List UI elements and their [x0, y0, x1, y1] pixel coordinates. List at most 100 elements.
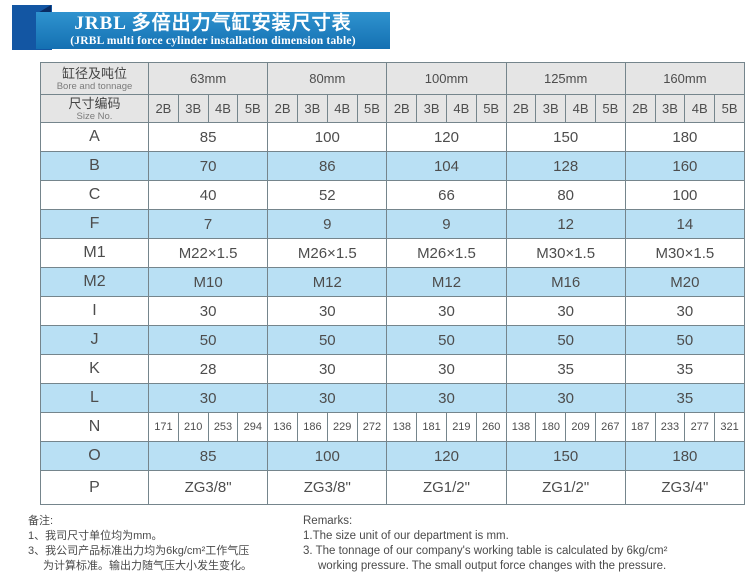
header-sub-125mm-4B: 4B: [565, 94, 596, 123]
cell-C-80mm: 52: [267, 180, 388, 210]
note-line: 为计算标准。输出力随气压大小发生变化。: [43, 560, 252, 572]
cell-M2-63mm: M10: [147, 267, 269, 297]
header-group-63mm: 63mm: [147, 62, 269, 95]
cell-N-63mm-5B: 294: [237, 412, 269, 442]
cell-A-63mm: 85: [147, 122, 269, 152]
cell-C-125mm: 80: [505, 180, 626, 210]
header-size-no: 尺寸编码 Size No.: [40, 94, 149, 123]
cell-B-125mm: 128: [505, 151, 626, 181]
cell-A-80mm: 100: [267, 122, 388, 152]
cell-N-80mm-3B: 186: [296, 412, 328, 442]
note-line: 1、我司尺寸单位均为mm。: [28, 530, 163, 542]
note-line: 3. The tonnage of our company's working …: [303, 545, 668, 557]
header-group-100mm: 100mm: [386, 62, 507, 95]
header-sub-63mm-4B: 4B: [207, 94, 239, 123]
cell-K-125mm: 35: [505, 354, 626, 384]
cell-L-160mm: 35: [624, 383, 746, 413]
cell-C-63mm: 40: [147, 180, 269, 210]
header-sub-160mm-4B: 4B: [684, 94, 716, 123]
row-label-C: C: [40, 180, 149, 210]
table-row-J: J 50 50 50 50 50: [40, 325, 746, 355]
row-label-O: O: [40, 441, 149, 471]
header-bore-tonnage: 缸径及吨位 Bore and tonnage: [40, 62, 149, 95]
cell-N-63mm-2B: 171: [148, 412, 179, 442]
cell-M1-160mm: M30×1.5: [624, 238, 746, 268]
cell-F-160mm: 14: [624, 209, 746, 239]
cell-N-160mm-5B: 321: [714, 412, 745, 442]
cell-O-125mm: 150: [505, 441, 626, 471]
cell-P-80mm: ZG3/8": [267, 470, 388, 505]
note-line: working pressure. The small output force…: [318, 560, 667, 572]
notes-en-heading: Remarks:: [303, 515, 353, 527]
header-sub-80mm-2B: 2B: [267, 94, 298, 123]
header-sub-100mm-3B: 3B: [416, 94, 447, 123]
header-group-160mm: 160mm: [624, 62, 746, 95]
header-sizeno-en: Size No.: [76, 110, 113, 122]
header-sub-100mm-2B: 2B: [386, 94, 418, 123]
cell-M1-125mm: M30×1.5: [505, 238, 626, 268]
header-group-80mm: 80mm: [267, 62, 388, 95]
cell-N-100mm-5B: 260: [475, 412, 507, 442]
table-row-F: F 7 9 9 12 14: [40, 209, 746, 239]
row-label-J: J: [40, 325, 149, 355]
row-label-I: I: [40, 296, 149, 326]
cell-O-100mm: 120: [386, 441, 507, 471]
cell-J-100mm: 50: [386, 325, 507, 355]
table-row-K: K 28 30 30 35 35: [40, 354, 746, 384]
table-row-B: B 70 86 104 128 160: [40, 151, 746, 181]
cell-P-160mm: ZG3/4": [624, 470, 746, 505]
cell-N-80mm-5B: 272: [356, 412, 388, 442]
notes-zh: 备注: 1、我司尺寸单位均为mm。 3、我公司产品标准出力均为6kg/cm²工作气…: [28, 514, 252, 574]
cell-P-100mm: ZG1/2": [386, 470, 507, 505]
header-sub-125mm-2B: 2B: [505, 94, 537, 123]
cell-A-100mm: 120: [386, 122, 507, 152]
cell-P-125mm: ZG1/2": [505, 470, 626, 505]
cell-M1-100mm: M26×1.5: [386, 238, 507, 268]
table-row-O: O 85 100 120 150 180: [40, 441, 746, 471]
header-bore-en: Bore and tonnage: [56, 80, 133, 92]
cell-M2-80mm: M12: [267, 267, 388, 297]
table-row-N: N 171 210 253 294 136 186 229 272 138 181 219 260 138…: [40, 412, 745, 442]
header-sub-160mm-2B: 2B: [624, 94, 656, 123]
cell-F-100mm: 9: [386, 209, 507, 239]
cell-M1-80mm: M26×1.5: [267, 238, 388, 268]
cell-A-160mm: 180: [624, 122, 746, 152]
header-sub-100mm-5B: 5B: [475, 94, 507, 123]
cell-K-160mm: 35: [624, 354, 746, 384]
row-label-N: N: [40, 412, 149, 442]
row-label-K: K: [40, 354, 149, 384]
note-line: 3、我公司产品标准出力均为6kg/cm²工作气压: [28, 545, 250, 557]
cell-N-80mm-2B: 136: [267, 412, 298, 442]
header-sub-125mm-5B: 5B: [594, 94, 626, 123]
cell-M2-160mm: M20: [624, 267, 746, 297]
cell-N-100mm-4B: 219: [445, 412, 477, 442]
cell-I-80mm: 30: [267, 296, 388, 326]
cell-K-63mm: 28: [147, 354, 269, 384]
note-line: 1.The size unit of our department is mm.: [303, 530, 509, 542]
header-sub-63mm-2B: 2B: [148, 94, 179, 123]
cell-N-63mm-4B: 253: [207, 412, 239, 442]
header-sub-125mm-3B: 3B: [535, 94, 567, 123]
page-title: JRBL 多倍出力气缸安装尺寸表: [74, 13, 352, 34]
table-row-M2: M2 M10 M12 M12 M16 M20: [40, 267, 746, 297]
table-row-C: C 40 52 66 80 100: [40, 180, 746, 210]
title-ribbon-fold: [36, 5, 51, 14]
cell-L-63mm: 30: [147, 383, 269, 413]
cell-N-100mm-2B: 138: [386, 412, 418, 442]
cell-J-160mm: 50: [624, 325, 746, 355]
table-head: 缸径及吨位 Bore and tonnage 63mm 80mm 100mm 125mm 1…: [40, 62, 746, 123]
title-banner: JRBL 多倍出力气缸安装尺寸表 (JRBL multi force cylin…: [36, 12, 390, 49]
cell-C-100mm: 66: [386, 180, 507, 210]
header-bore-zh: 缸径及吨位: [61, 65, 127, 81]
cell-N-63mm-3B: 210: [177, 412, 209, 442]
row-label-A: A: [40, 122, 149, 152]
cell-J-63mm: 50: [147, 325, 269, 355]
cell-B-100mm: 104: [386, 151, 507, 181]
cell-J-125mm: 50: [505, 325, 626, 355]
page-subtitle: (JRBL multi force cylinder installation …: [70, 35, 356, 47]
cell-L-100mm: 30: [386, 383, 507, 413]
table-row-A: A 85 100 120 150 180: [40, 122, 746, 152]
cell-B-80mm: 86: [267, 151, 388, 181]
cell-A-125mm: 150: [505, 122, 626, 152]
header-sub-80mm-3B: 3B: [296, 94, 328, 123]
